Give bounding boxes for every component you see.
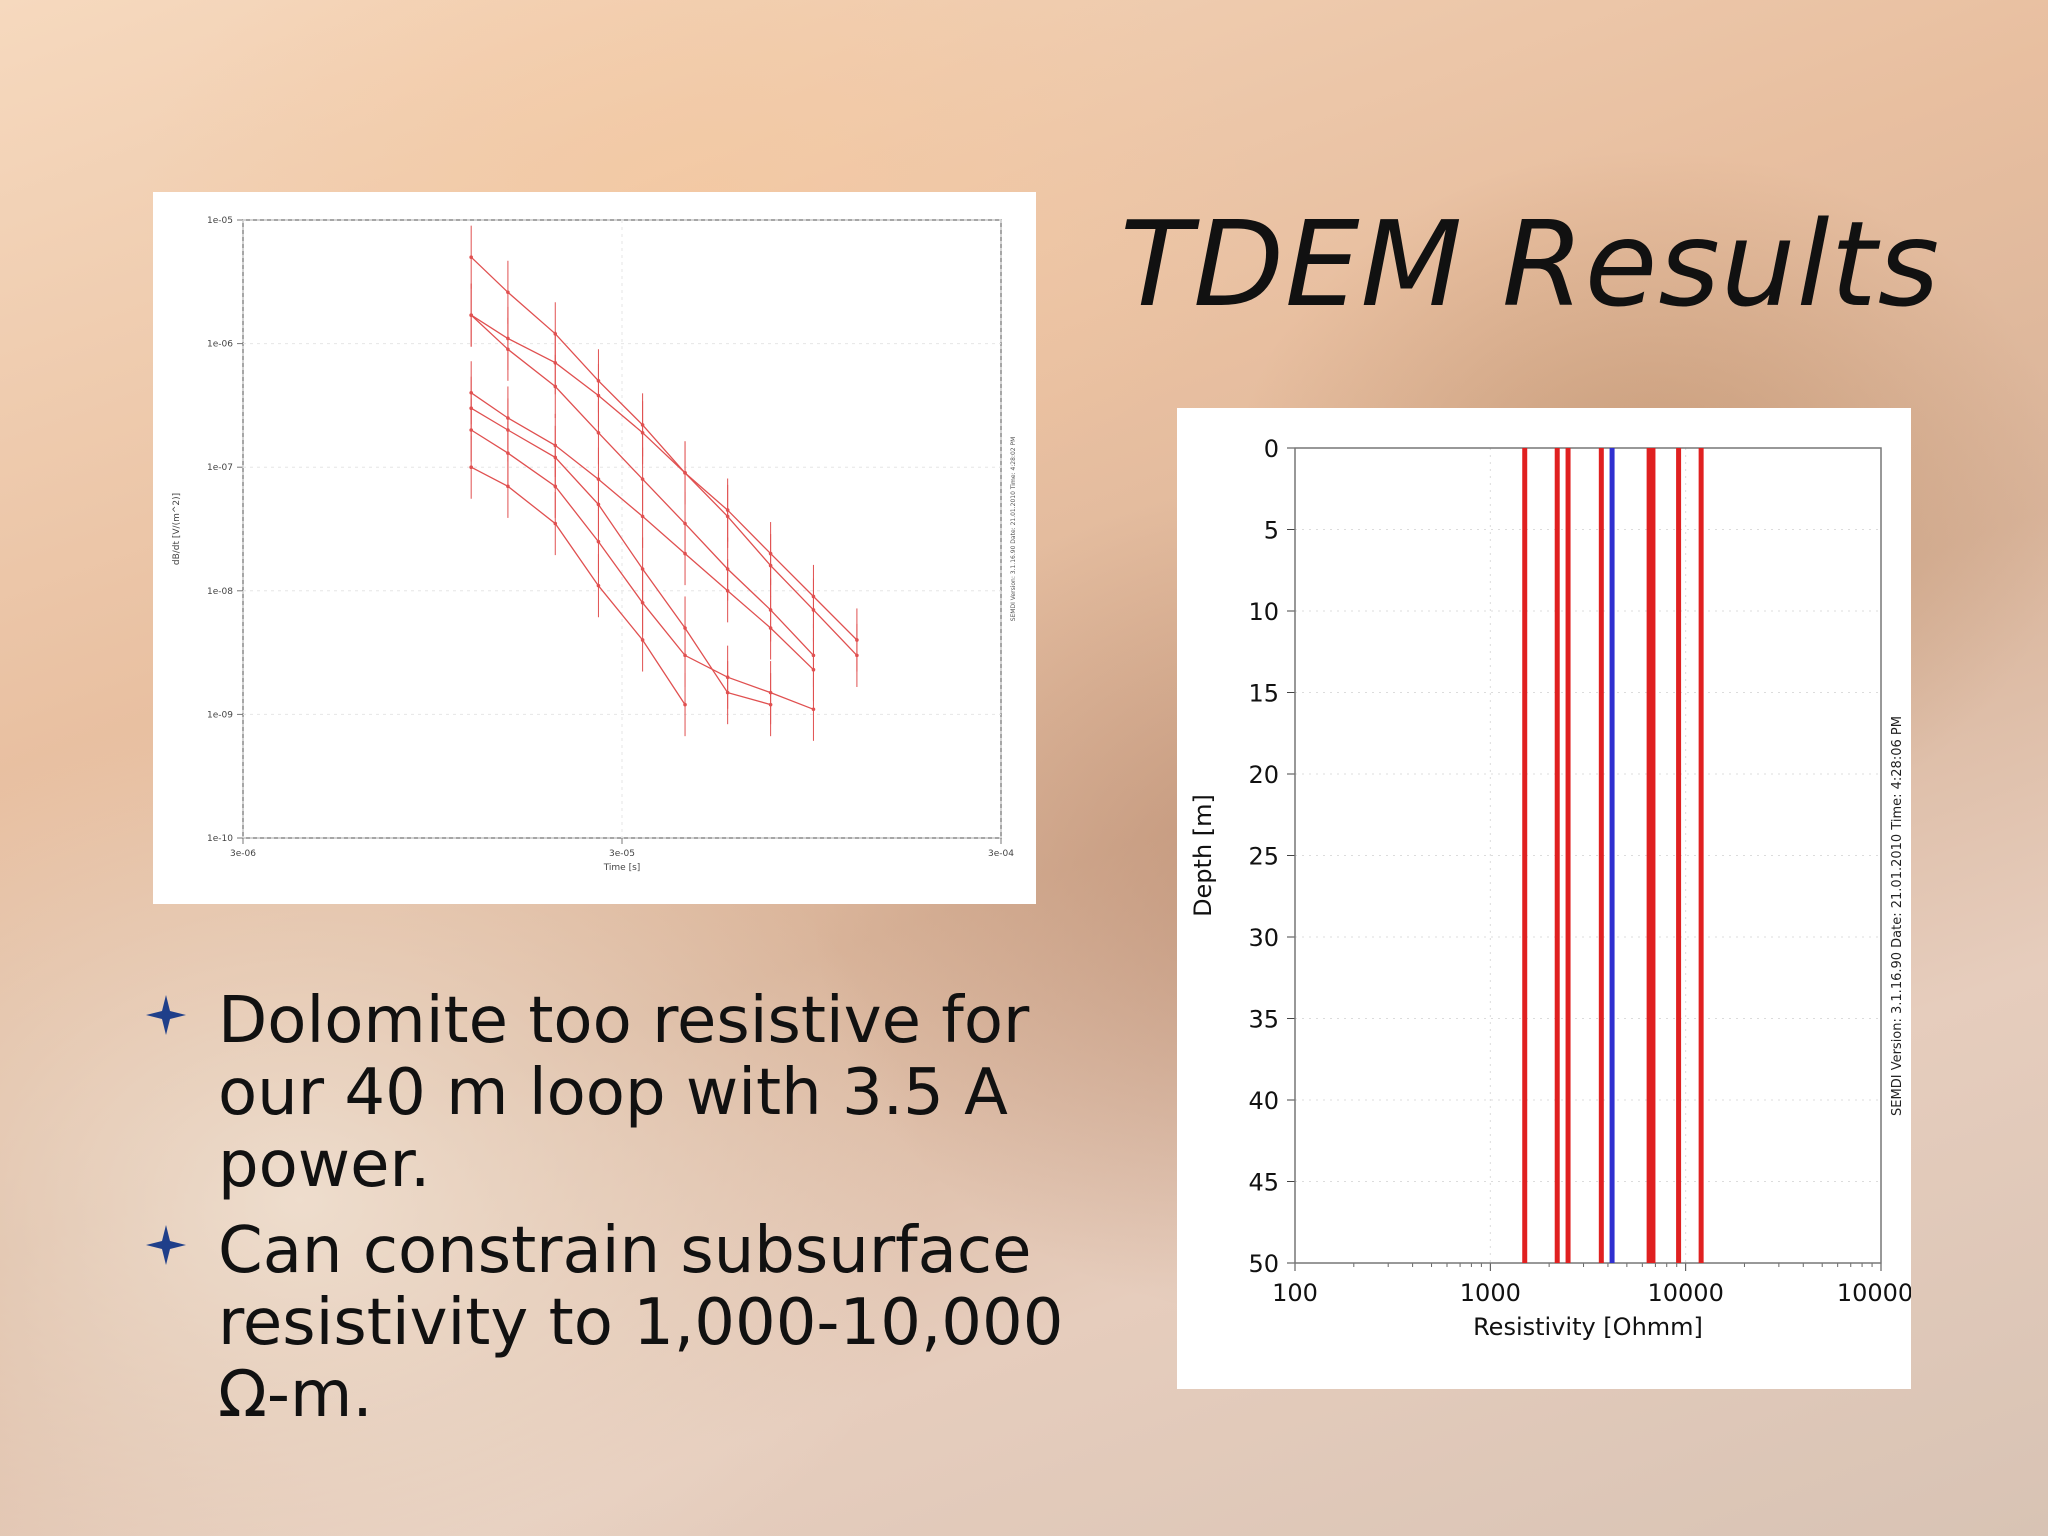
data-point [596, 539, 601, 544]
y-axis-label: Depth [m] [1189, 794, 1217, 917]
y-tick-label: 1e-10 [207, 834, 233, 844]
y-tick-label: 35 [1248, 1006, 1279, 1034]
resistivity-depth-chart-panel: 0 5 10 15 20 25 30 35 40 45 50 100 1000 10000 10000 Res… [1177, 408, 1913, 1389]
data-point [469, 255, 473, 260]
decay-curve-line [470, 256, 858, 656]
data-point [811, 594, 816, 599]
data-point [553, 384, 558, 389]
x-axis-label: Resistivity [Ohmm] [1473, 1313, 1703, 1341]
data-point [683, 653, 687, 658]
data-point [506, 290, 510, 295]
bullet-text: Dolomite too resistive for our 40 m loop… [218, 984, 1030, 1202]
data-point [469, 428, 473, 432]
x-tick-label: 10000 [1837, 1279, 1911, 1307]
data-point [768, 551, 773, 556]
plot-frame [1294, 447, 1882, 1264]
data-point [683, 702, 687, 707]
y-tick-label: 1e-09 [207, 710, 233, 720]
bullet-list: Dolomite too resistive for our 40 m loop… [140, 985, 1070, 1445]
bullet-item: Can constrain subsurface resistivity to … [140, 1215, 1070, 1431]
x-tick-label: 3e-04 [988, 849, 1014, 859]
y-tick-label: 30 [1248, 924, 1279, 952]
x-tick-label: 100 [1272, 1279, 1318, 1307]
data-point [640, 600, 645, 605]
data-point [640, 477, 645, 481]
data-point [506, 347, 510, 352]
y-tick-label: 20 [1248, 761, 1279, 789]
four-point-star-icon [146, 995, 186, 1035]
slide-title: TDEM Results [1120, 195, 1941, 333]
data-point [506, 484, 510, 489]
y-tick-label: 45 [1248, 1169, 1279, 1197]
y-tick-label: 1e-08 [207, 587, 233, 597]
y-axis-label: dB/dt [V/(m^2)] [172, 493, 182, 565]
data-point [640, 567, 645, 571]
data-point [725, 508, 730, 512]
data-point [553, 521, 558, 526]
data-point [683, 551, 687, 556]
data-point [640, 430, 645, 435]
data-point [596, 502, 601, 507]
y-tick-label: 40 [1248, 1087, 1279, 1115]
data-point [768, 690, 773, 695]
y-tick-label: 0 [1264, 435, 1279, 463]
y-tick-label: 25 [1248, 843, 1279, 871]
data-point [725, 675, 730, 679]
version-watermark: SEMDI Version: 3.1.16.90 Date: 21.01.201… [1010, 437, 1017, 622]
y-tick-label: 10 [1248, 598, 1279, 626]
y-tick-label: 1e-05 [207, 216, 233, 226]
decay-curve-line [470, 407, 771, 706]
data-point [855, 638, 859, 642]
four-point-star-icon [146, 1225, 186, 1265]
y-tick-label: 1e-06 [207, 340, 233, 350]
decay-curve-chart-panel: 1e-05 1e-06 1e-07 1e-08 1e-09 1e-10 3e-06 3e-05… [153, 192, 1036, 904]
data-point [469, 313, 473, 317]
data-point [596, 583, 601, 588]
data-point [768, 626, 773, 630]
data-point [596, 393, 601, 398]
data-point [811, 667, 816, 672]
data-point [553, 484, 558, 489]
x-tick-label: 3e-05 [609, 849, 635, 859]
version-watermark: SEMDI Version: 3.1.16.90 Date: 21.01.201… [1890, 716, 1905, 1116]
decay-curve-line [470, 466, 686, 705]
data-point [469, 465, 473, 470]
data-point [811, 707, 816, 712]
data-point [596, 430, 601, 435]
x-tick-label: 3e-06 [230, 849, 256, 859]
y-tick-label: 1e-07 [207, 463, 233, 473]
x-tick-label: 10000 [1647, 1279, 1723, 1307]
decay-curve-chart: 1e-05 1e-06 1e-07 1e-08 1e-09 1e-10 3e-06 3e-05… [172, 216, 1017, 873]
bullet-text: Can constrain subsurface resistivity to … [218, 1214, 1064, 1432]
data-point [640, 514, 645, 519]
bullet-item: Dolomite too resistive for our 40 m loop… [140, 985, 1070, 1201]
y-tick-label: 5 [1264, 517, 1279, 545]
data-point [640, 638, 645, 642]
data-point [683, 471, 687, 475]
x-axis-label: Time [s] [603, 863, 641, 873]
x-tick-label: 1000 [1460, 1279, 1521, 1307]
data-point [725, 589, 730, 593]
decay-curve-line [470, 314, 858, 641]
y-tick-label: 50 [1248, 1250, 1279, 1278]
data-point [506, 451, 510, 455]
y-tick-label: 15 [1248, 680, 1279, 708]
